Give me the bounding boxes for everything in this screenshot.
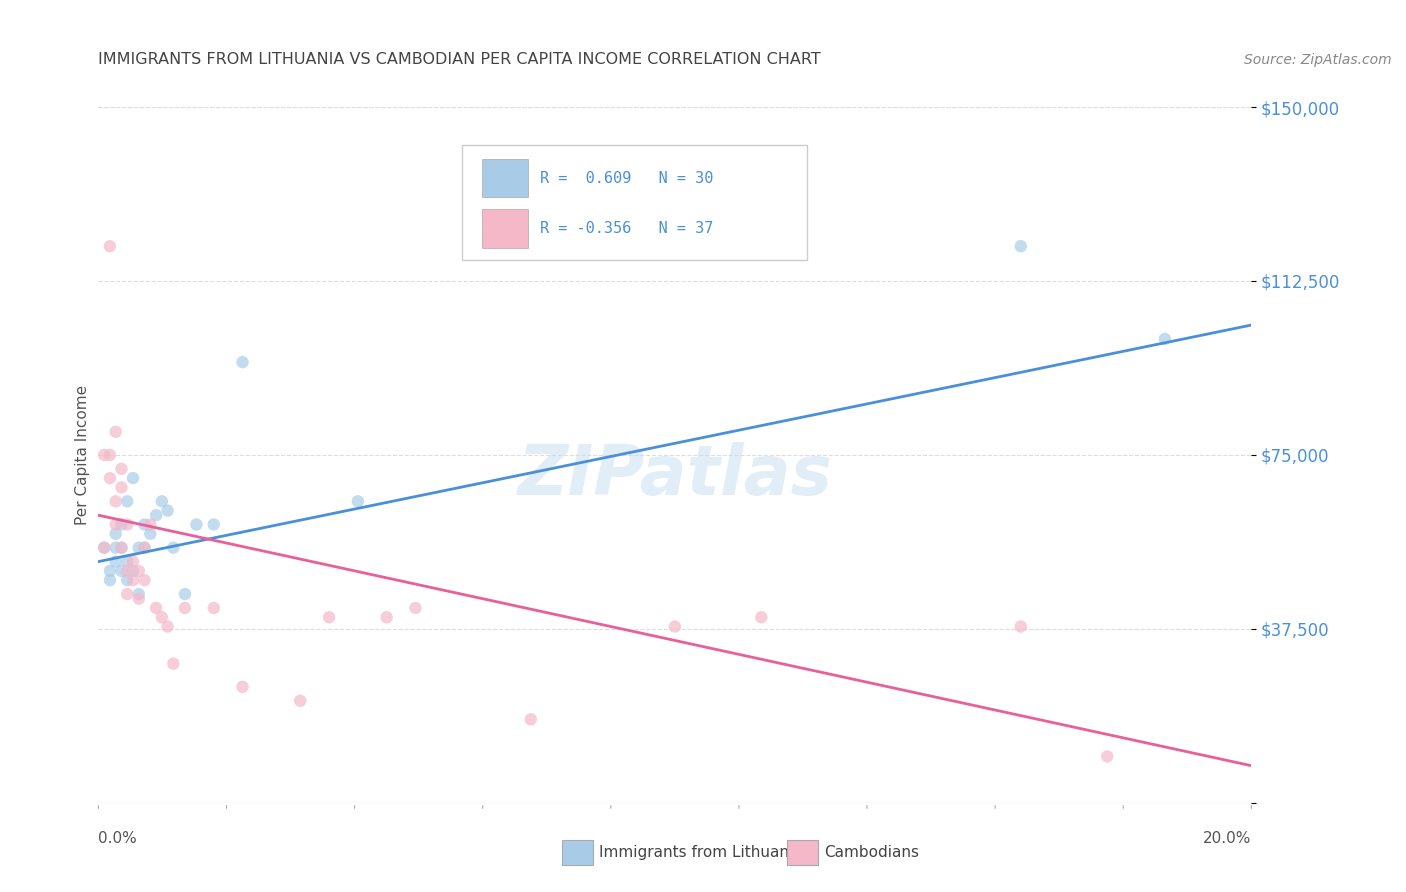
Point [139, 526, 162, 541]
Point [110, 480, 132, 494]
Point [1097, 749, 1119, 764]
Point [1153, 332, 1175, 346]
Point [117, 555, 138, 569]
Bar [482, 210, 529, 248]
Point [128, 564, 150, 578]
Point [162, 541, 184, 555]
Point [150, 494, 173, 508]
Text: Source: ZipAtlas.com: Source: ZipAtlas.com [1244, 53, 1392, 67]
Point [98, 573, 121, 587]
Point [110, 541, 132, 555]
Point [139, 517, 162, 532]
Point [231, 355, 254, 369]
Point [202, 517, 225, 532]
Point [98, 471, 121, 485]
Point [110, 541, 132, 555]
Point [117, 587, 138, 601]
Point [1010, 239, 1032, 253]
Point [117, 573, 138, 587]
FancyBboxPatch shape [461, 145, 807, 260]
Point [93, 541, 115, 555]
Bar [482, 159, 529, 197]
Point [98, 239, 121, 253]
Point [520, 712, 543, 726]
Point [104, 517, 127, 532]
Point [98, 448, 121, 462]
Point [134, 517, 156, 532]
Point [145, 601, 167, 615]
Point [110, 564, 132, 578]
Text: 20.0%: 20.0% [1204, 831, 1251, 847]
Point [93, 448, 115, 462]
Point [134, 573, 156, 587]
Point [318, 610, 340, 624]
Point [93, 541, 115, 555]
Point [117, 517, 138, 532]
Text: 0.0%: 0.0% [98, 831, 138, 847]
Point [128, 541, 150, 555]
Text: R = -0.356   N = 37: R = -0.356 N = 37 [540, 220, 713, 235]
Point [202, 601, 225, 615]
Point [134, 541, 156, 555]
Text: ZIPatlas: ZIPatlas [517, 442, 832, 509]
Point [186, 517, 208, 532]
Point [128, 587, 150, 601]
Point [174, 601, 197, 615]
Point [122, 555, 145, 569]
Point [1010, 619, 1032, 633]
Point [134, 541, 156, 555]
Point [110, 517, 132, 532]
Point [174, 587, 197, 601]
Text: IMMIGRANTS FROM LITHUANIA VS CAMBODIAN PER CAPITA INCOME CORRELATION CHART: IMMIGRANTS FROM LITHUANIA VS CAMBODIAN P… [98, 52, 821, 67]
Point [664, 619, 686, 633]
Point [117, 564, 138, 578]
Point [104, 494, 127, 508]
Point [156, 503, 179, 517]
Point [375, 610, 398, 624]
Text: Immigrants from Lithuania: Immigrants from Lithuania [599, 846, 803, 860]
Point [150, 610, 173, 624]
Point [290, 694, 312, 708]
Text: Cambodians: Cambodians [824, 846, 920, 860]
Point [405, 601, 427, 615]
Point [751, 610, 773, 624]
Point [156, 619, 179, 633]
Point [98, 564, 121, 578]
Point [117, 494, 138, 508]
Point [122, 564, 145, 578]
Point [128, 591, 150, 606]
Text: R =  0.609   N = 30: R = 0.609 N = 30 [540, 170, 713, 186]
Point [145, 508, 167, 523]
Point [110, 462, 132, 476]
Point [104, 425, 127, 439]
Point [104, 555, 127, 569]
Point [122, 573, 145, 587]
Point [104, 541, 127, 555]
Y-axis label: Per Capita Income: Per Capita Income [75, 384, 90, 525]
Point [122, 471, 145, 485]
Point [346, 494, 368, 508]
Point [231, 680, 254, 694]
Point [104, 526, 127, 541]
Point [162, 657, 184, 671]
